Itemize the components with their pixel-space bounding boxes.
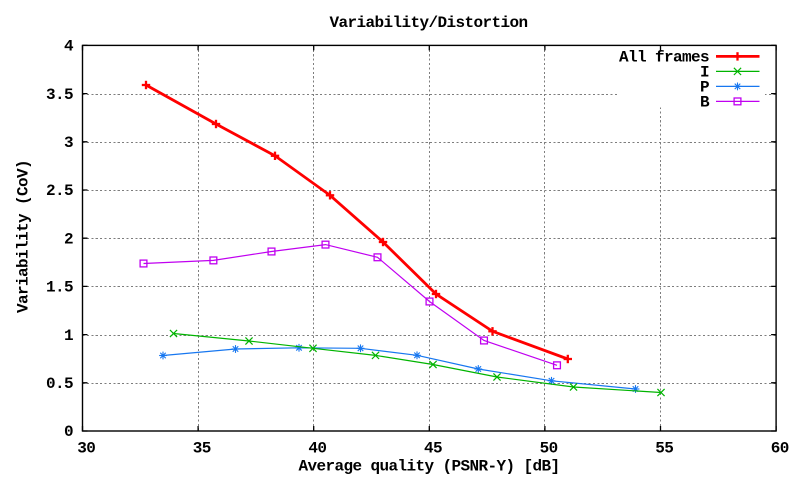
- svg-text:60: 60: [771, 440, 789, 458]
- svg-text:4: 4: [64, 38, 74, 56]
- svg-text:0.5: 0.5: [46, 375, 73, 393]
- svg-text:Variability/Distortion: Variability/Distortion: [329, 14, 527, 32]
- svg-text:2: 2: [64, 230, 73, 248]
- svg-text:All frames: All frames: [619, 49, 709, 67]
- svg-text:Variability (CoV): Variability (CoV): [15, 160, 33, 313]
- svg-text:3: 3: [64, 134, 73, 152]
- svg-text:3.5: 3.5: [46, 86, 73, 104]
- svg-text:2.5: 2.5: [46, 182, 73, 200]
- svg-text:50: 50: [540, 440, 558, 458]
- svg-text:0: 0: [64, 423, 73, 441]
- svg-text:35: 35: [193, 440, 211, 458]
- svg-text:40: 40: [308, 440, 326, 458]
- svg-text:P: P: [700, 79, 709, 97]
- svg-text:55: 55: [655, 440, 673, 458]
- svg-text:1.5: 1.5: [46, 279, 73, 297]
- svg-text:B: B: [700, 94, 710, 112]
- svg-text:30: 30: [77, 440, 95, 458]
- svg-text:Average quality (PSNR-Y) [dB]: Average quality (PSNR-Y) [dB]: [298, 458, 559, 476]
- svg-text:45: 45: [424, 440, 442, 458]
- svg-text:1: 1: [64, 327, 73, 345]
- svg-text:I: I: [700, 64, 709, 82]
